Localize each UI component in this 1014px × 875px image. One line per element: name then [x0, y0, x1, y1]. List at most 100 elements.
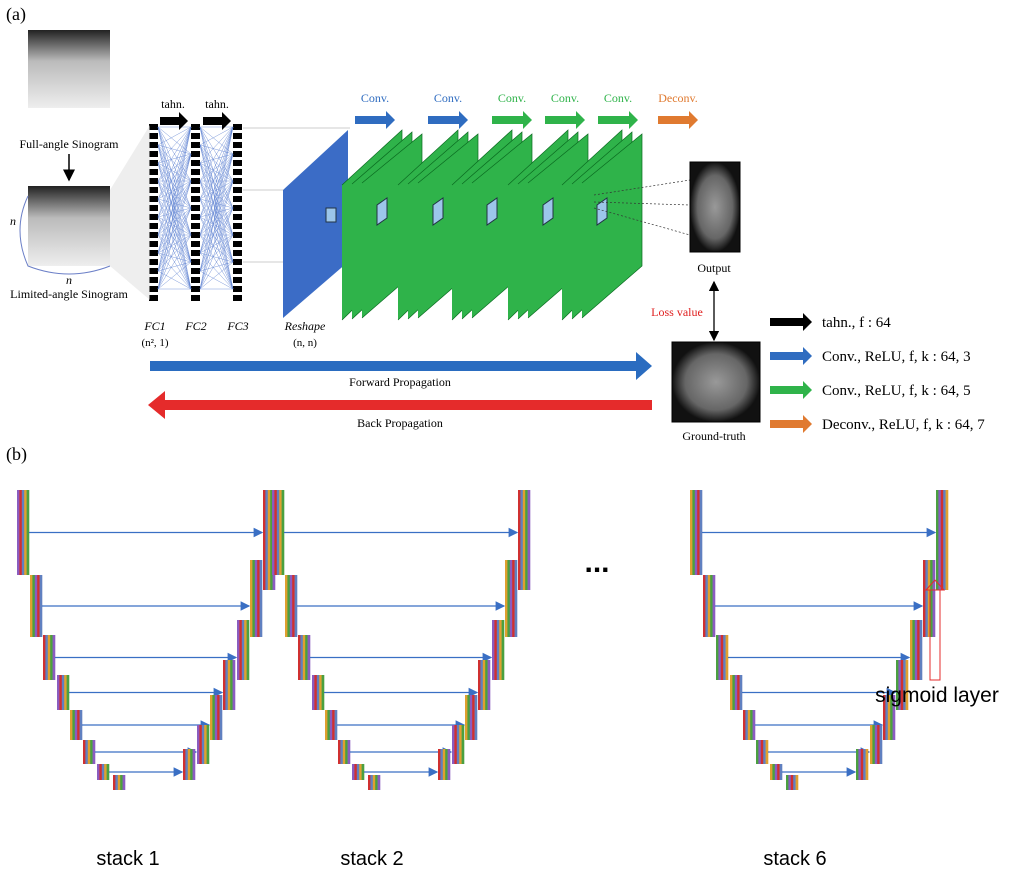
- layer-block: [758, 740, 761, 764]
- legend-label: Conv., ReLU, f, k : 64, 3: [822, 349, 971, 365]
- neuron: [149, 295, 158, 301]
- layer-block: [920, 620, 923, 680]
- layer-block: [217, 695, 220, 740]
- conv-arrow: [355, 111, 395, 129]
- layer-block: [332, 710, 335, 740]
- connection: [200, 127, 233, 253]
- layer-block: [19, 490, 22, 575]
- layer-block: [880, 725, 883, 764]
- layer-block: [190, 749, 193, 780]
- layer-block: [856, 749, 859, 780]
- layer-block: [340, 740, 343, 764]
- neuron: [149, 250, 158, 256]
- legend-arrow: [770, 381, 812, 399]
- layer-block: [750, 710, 753, 740]
- layer-block: [370, 775, 373, 790]
- layer-block: [445, 749, 448, 780]
- forward-label: Forward Propagation: [349, 375, 451, 389]
- layer-block: [502, 620, 505, 680]
- layer-block: [866, 749, 869, 780]
- neuron: [149, 142, 158, 148]
- layer-block: [75, 710, 78, 740]
- layer-block: [260, 560, 263, 637]
- conv-arrow: [598, 111, 638, 129]
- layer-block: [870, 725, 873, 764]
- layer-block: [777, 764, 780, 780]
- layer-block: [861, 749, 864, 780]
- neuron: [149, 187, 158, 193]
- layer-block: [85, 740, 88, 764]
- connection: [158, 127, 191, 163]
- drawing-layer: Conv.Conv.Conv.Conv.Conv.Deconv.tahn., f…: [17, 91, 985, 790]
- layer-block: [207, 725, 210, 764]
- layer-block: [285, 575, 288, 637]
- layer-block: [716, 635, 719, 680]
- layer-block: [763, 740, 766, 764]
- layer-block: [319, 675, 322, 710]
- neuron: [233, 151, 242, 157]
- neuron: [191, 187, 200, 193]
- neuron: [149, 169, 158, 175]
- layer-block: [858, 749, 861, 780]
- layer-block: [325, 710, 328, 740]
- layer-block: [40, 575, 43, 637]
- layer-block: [104, 764, 107, 780]
- layer-block: [263, 490, 266, 590]
- projection: [110, 125, 150, 300]
- layer-block: [467, 695, 470, 740]
- layer-label: FC1: [143, 319, 165, 333]
- conv-label: Conv.: [498, 91, 526, 105]
- layer-block: [335, 710, 338, 740]
- layer-block: [118, 775, 121, 790]
- layer-block: [123, 775, 126, 790]
- layer-block: [107, 764, 110, 780]
- layer-block: [277, 490, 280, 575]
- panel-label: (b): [6, 444, 27, 465]
- layer-block: [287, 575, 290, 637]
- neuron: [149, 232, 158, 238]
- legend-arrow: [770, 347, 812, 365]
- layer-block: [57, 675, 60, 710]
- layer-block: [786, 775, 789, 790]
- layer-block: [362, 764, 365, 780]
- layer-block: [188, 749, 191, 780]
- layer-block: [242, 620, 245, 680]
- neuron: [191, 142, 200, 148]
- layer-block: [343, 740, 346, 764]
- layer-block: [37, 575, 40, 637]
- neuron: [191, 124, 200, 130]
- layer-block: [292, 575, 295, 637]
- back-label: Back Propagation: [357, 416, 443, 430]
- layer-block: [788, 775, 791, 790]
- layer-block: [766, 740, 769, 764]
- layer-block: [930, 560, 933, 637]
- connection: [200, 127, 233, 163]
- neuron: [233, 205, 242, 211]
- activation-label: tahn.: [161, 97, 185, 111]
- layer-block: [204, 725, 207, 764]
- layer-block: [30, 575, 33, 637]
- neuron: [233, 187, 242, 193]
- layer-block: [690, 490, 693, 575]
- layer-block: [770, 764, 773, 780]
- layer-block: [440, 749, 443, 780]
- conv-label: Conv.: [434, 91, 462, 105]
- layer-block: [265, 490, 268, 590]
- layer-block: [257, 560, 260, 637]
- layer-block: [726, 635, 729, 680]
- layer-block: [352, 764, 355, 780]
- neuron: [233, 124, 242, 130]
- layer-block: [300, 635, 303, 680]
- layer-label: Reshape: [284, 319, 326, 333]
- neuron: [191, 295, 200, 301]
- neuron: [233, 223, 242, 229]
- neuron: [149, 160, 158, 166]
- layer-block: [237, 620, 240, 680]
- layer-block: [17, 490, 20, 575]
- layer-block: [480, 660, 483, 710]
- neuron: [191, 133, 200, 139]
- neuron: [233, 196, 242, 202]
- layer-block: [64, 675, 67, 710]
- layer-block: [368, 775, 371, 790]
- layer-block: [730, 675, 733, 710]
